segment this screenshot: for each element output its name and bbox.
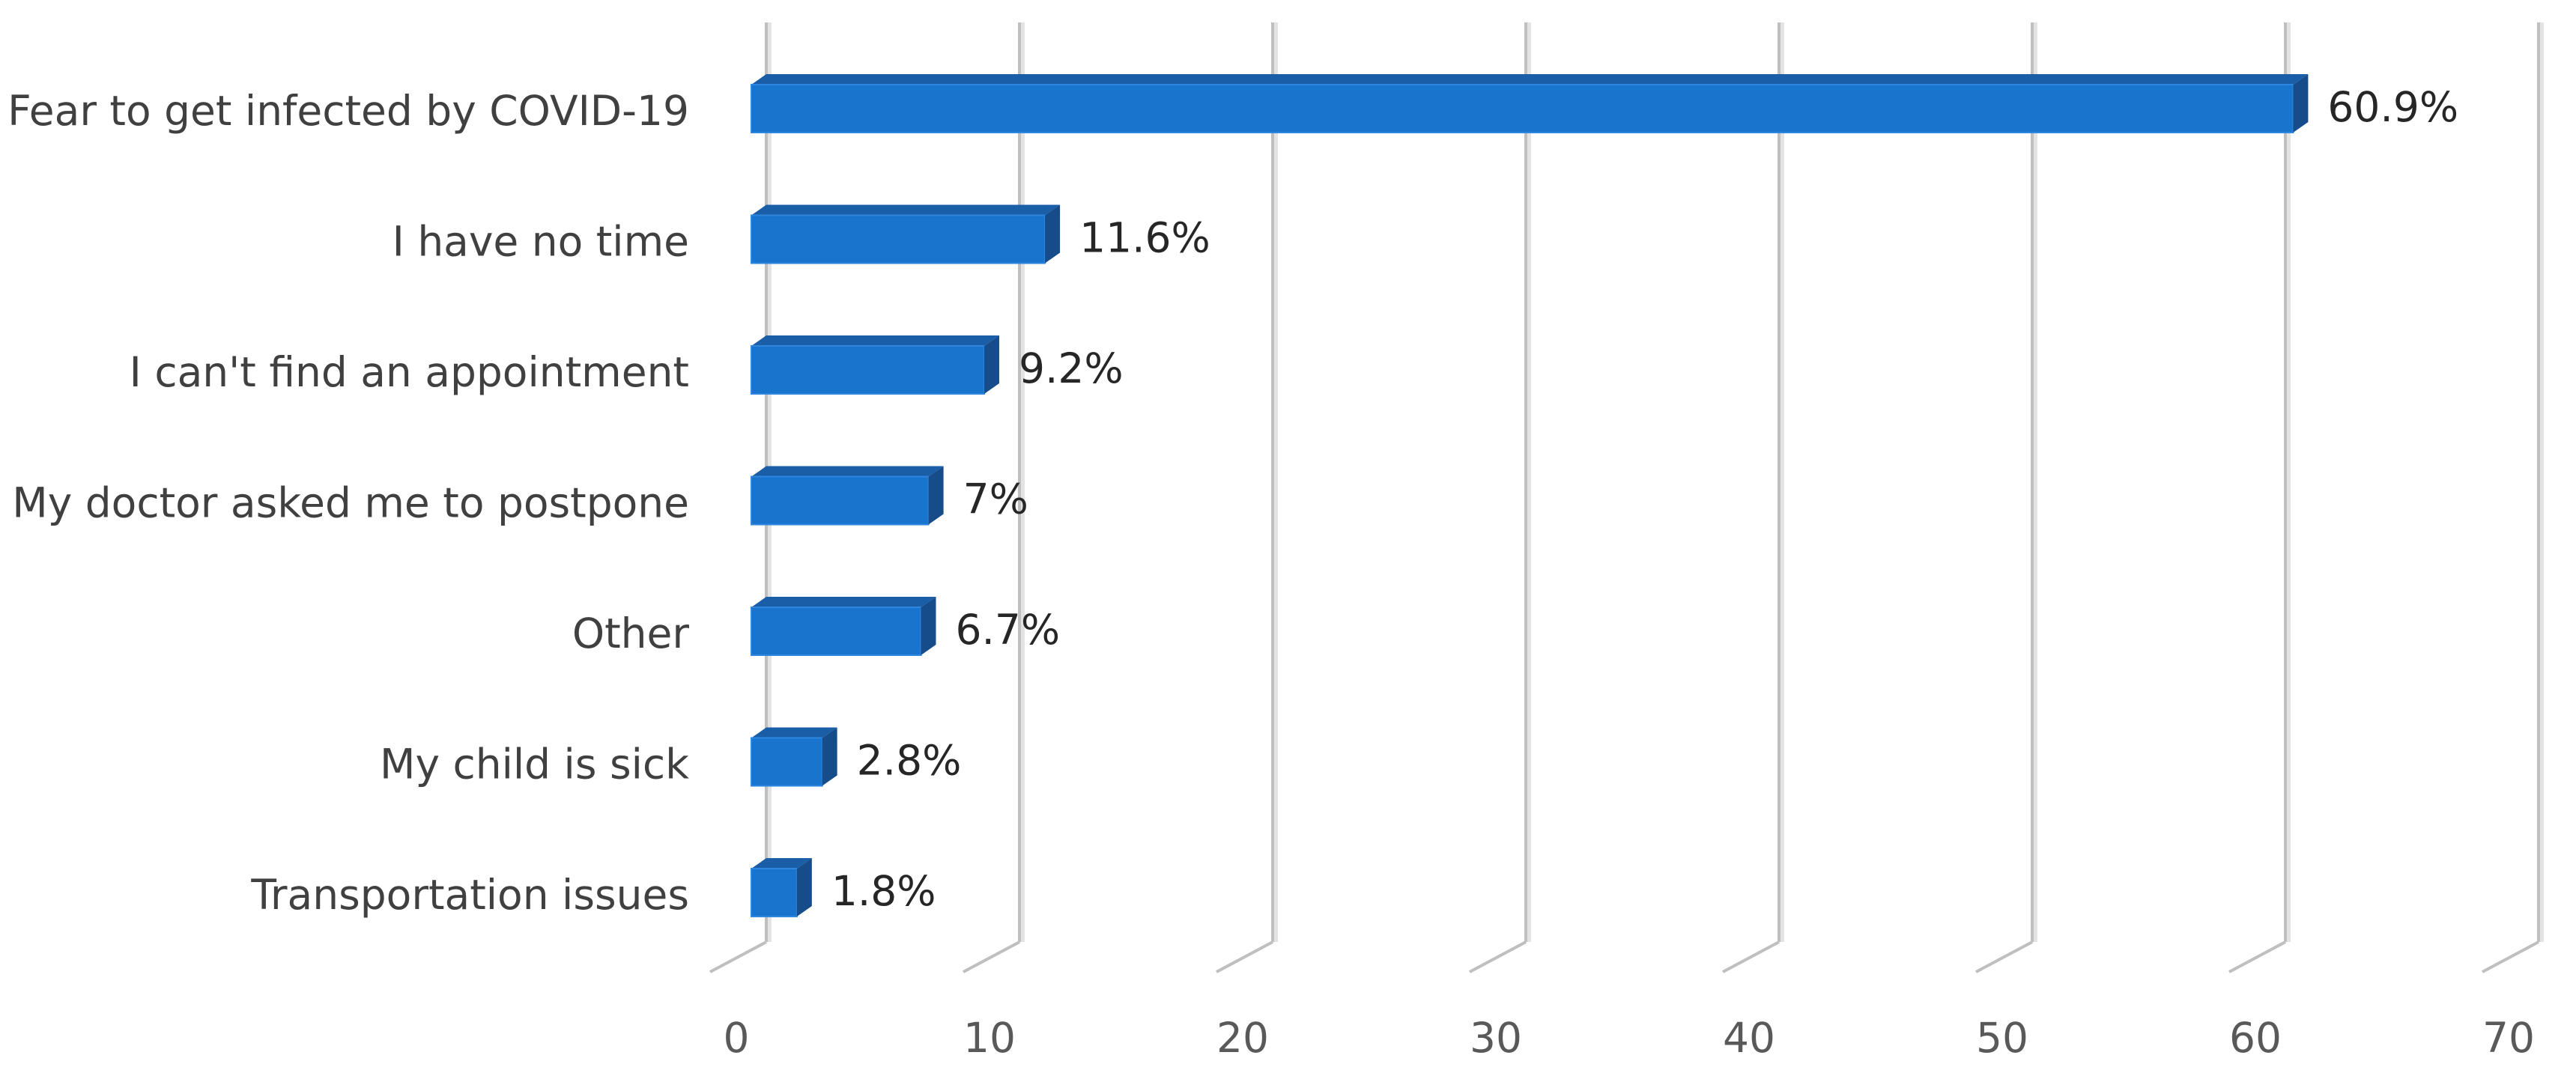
labels: 60.9% Fear to get infected by COVID-19 11.… xyxy=(7,83,2535,1062)
bar xyxy=(751,466,944,526)
bar xyxy=(751,727,837,787)
data-label: 7% xyxy=(963,475,1028,523)
category-label: My doctor asked me to postpone xyxy=(12,479,689,527)
bar-front-face xyxy=(751,214,1046,264)
x-tick-label: 0 xyxy=(724,1014,750,1062)
floor-gridline xyxy=(1975,940,2033,973)
bar-side-face xyxy=(928,466,944,525)
bar-side-face xyxy=(984,335,999,394)
x-tick-label: 30 xyxy=(1470,1014,1522,1062)
x-tick-label: 70 xyxy=(2482,1014,2535,1062)
bar-side-face xyxy=(2293,74,2309,133)
data-label: 60.9% xyxy=(2327,83,2458,131)
bar-front-face xyxy=(751,475,930,526)
bar xyxy=(751,204,1061,264)
x-tick-label: 10 xyxy=(963,1014,1016,1062)
bar-front-face xyxy=(751,84,2294,133)
floor-gridline xyxy=(709,940,767,973)
category-label: I can't find an appointment xyxy=(130,348,689,396)
x-tick-label: 20 xyxy=(1216,1014,1269,1062)
floor-gridline xyxy=(1216,940,1273,973)
category-label: My child is sick xyxy=(380,741,689,788)
bar-front-face xyxy=(751,737,823,787)
x-tick-label: 60 xyxy=(2229,1014,2282,1062)
gridlines xyxy=(709,22,2544,973)
bar-top-face xyxy=(751,335,999,346)
bar-top-face xyxy=(751,858,812,869)
floor-gridline xyxy=(2228,940,2286,973)
bar-side-face xyxy=(921,597,936,655)
floor-gridline xyxy=(1722,940,1780,973)
bar-top-face xyxy=(751,466,944,477)
data-label: 11.6% xyxy=(1079,214,1210,262)
bar-side-face xyxy=(822,727,837,786)
bar xyxy=(751,858,812,917)
bar xyxy=(751,74,2309,133)
data-label: 9.2% xyxy=(1019,344,1124,392)
bar-top-face xyxy=(751,204,1061,216)
bars xyxy=(751,74,2309,917)
floor-gridline xyxy=(1469,940,1527,973)
bar xyxy=(751,597,936,656)
x-tick-label: 40 xyxy=(1723,1014,1775,1062)
bar-front-face xyxy=(751,607,922,656)
bar-front-face xyxy=(751,345,985,395)
category-label: I have no time xyxy=(393,218,689,266)
category-label: Transportation issues xyxy=(250,871,689,919)
category-label: Other xyxy=(572,610,690,657)
data-label: 2.8% xyxy=(857,737,962,785)
x-tick-label: 50 xyxy=(1976,1014,2028,1062)
bar-top-face xyxy=(751,74,2309,85)
category-label: Fear to get infected by COVID-19 xyxy=(7,87,689,135)
floor-gridline xyxy=(963,940,1020,973)
bar-top-face xyxy=(751,727,837,738)
data-label: 6.7% xyxy=(955,606,1060,654)
bar-front-face xyxy=(751,868,798,917)
floor-gridline xyxy=(2482,940,2539,973)
bar-side-face xyxy=(796,858,812,917)
bar-top-face xyxy=(751,597,936,607)
data-label: 1.8% xyxy=(831,867,936,915)
bar-side-face xyxy=(1045,204,1061,264)
bar xyxy=(751,335,999,395)
